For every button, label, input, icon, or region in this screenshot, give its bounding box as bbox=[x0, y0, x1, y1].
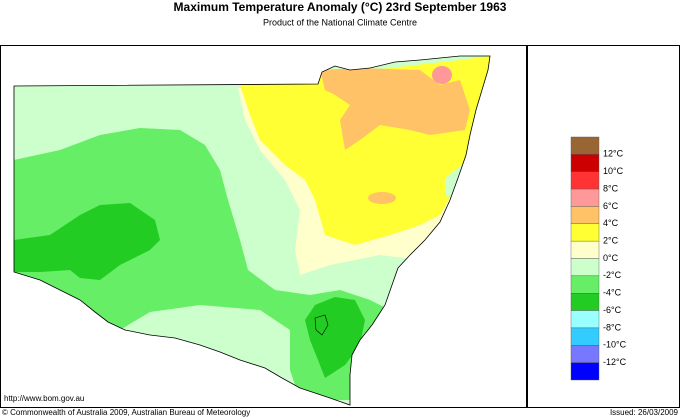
legend-label: -2°C bbox=[603, 270, 622, 280]
region bbox=[120, 305, 290, 370]
legend: 12°C 10°C 8°C 6°C 4°C 2°C 0°C -2°C -4°C -6°C -8°C -… bbox=[570, 136, 627, 381]
legend-swatch bbox=[570, 275, 600, 294]
legend-swatch bbox=[570, 240, 600, 259]
legend-swatch bbox=[570, 362, 600, 381]
region bbox=[305, 297, 365, 378]
legend-swatch bbox=[570, 223, 600, 242]
legend-label: -4°C bbox=[603, 288, 622, 298]
issued-date: Issued: 26/03/2009 bbox=[610, 408, 679, 417]
legend-label: 0°C bbox=[603, 253, 619, 263]
legend-swatch bbox=[570, 327, 600, 346]
footer-url: http://www.bom.gov.au bbox=[4, 394, 84, 403]
legend-frame bbox=[527, 45, 680, 408]
region bbox=[432, 66, 452, 84]
state-outline bbox=[13, 55, 491, 406]
legend-swatch bbox=[570, 136, 600, 155]
legend-label: 8°C bbox=[603, 183, 619, 193]
copyright: © Commonwealth of Australia 2009, Austra… bbox=[2, 408, 250, 417]
legend-label: 4°C bbox=[603, 218, 619, 228]
region bbox=[14, 203, 160, 280]
legend-swatch bbox=[570, 293, 600, 311]
legend-swatch bbox=[570, 171, 600, 190]
legend-label: 2°C bbox=[603, 236, 619, 246]
legend-swatch bbox=[570, 206, 600, 224]
legend-swatch bbox=[570, 188, 600, 207]
act-outline bbox=[314, 314, 329, 336]
legend-swatch bbox=[570, 310, 600, 329]
legend-label: -12°C bbox=[603, 357, 627, 367]
legend-swatch bbox=[570, 258, 600, 277]
region bbox=[14, 128, 400, 400]
legend-label: 12°C bbox=[603, 149, 624, 159]
legend-label: -10°C bbox=[603, 340, 627, 350]
legend-swatch bbox=[570, 154, 600, 172]
legend-label: -6°C bbox=[603, 305, 622, 315]
region bbox=[368, 192, 396, 204]
anomaly-map bbox=[14, 56, 490, 405]
legend-label: -8°C bbox=[603, 322, 622, 332]
legend-label: 6°C bbox=[603, 201, 619, 211]
region bbox=[320, 68, 470, 150]
title: Maximum Temperature Anomaly (°C) 23rd Se… bbox=[174, 0, 507, 14]
legend-label: 10°C bbox=[603, 166, 624, 176]
legend-swatch bbox=[570, 345, 600, 363]
subtitle: Product of the National Climate Centre bbox=[263, 17, 417, 27]
